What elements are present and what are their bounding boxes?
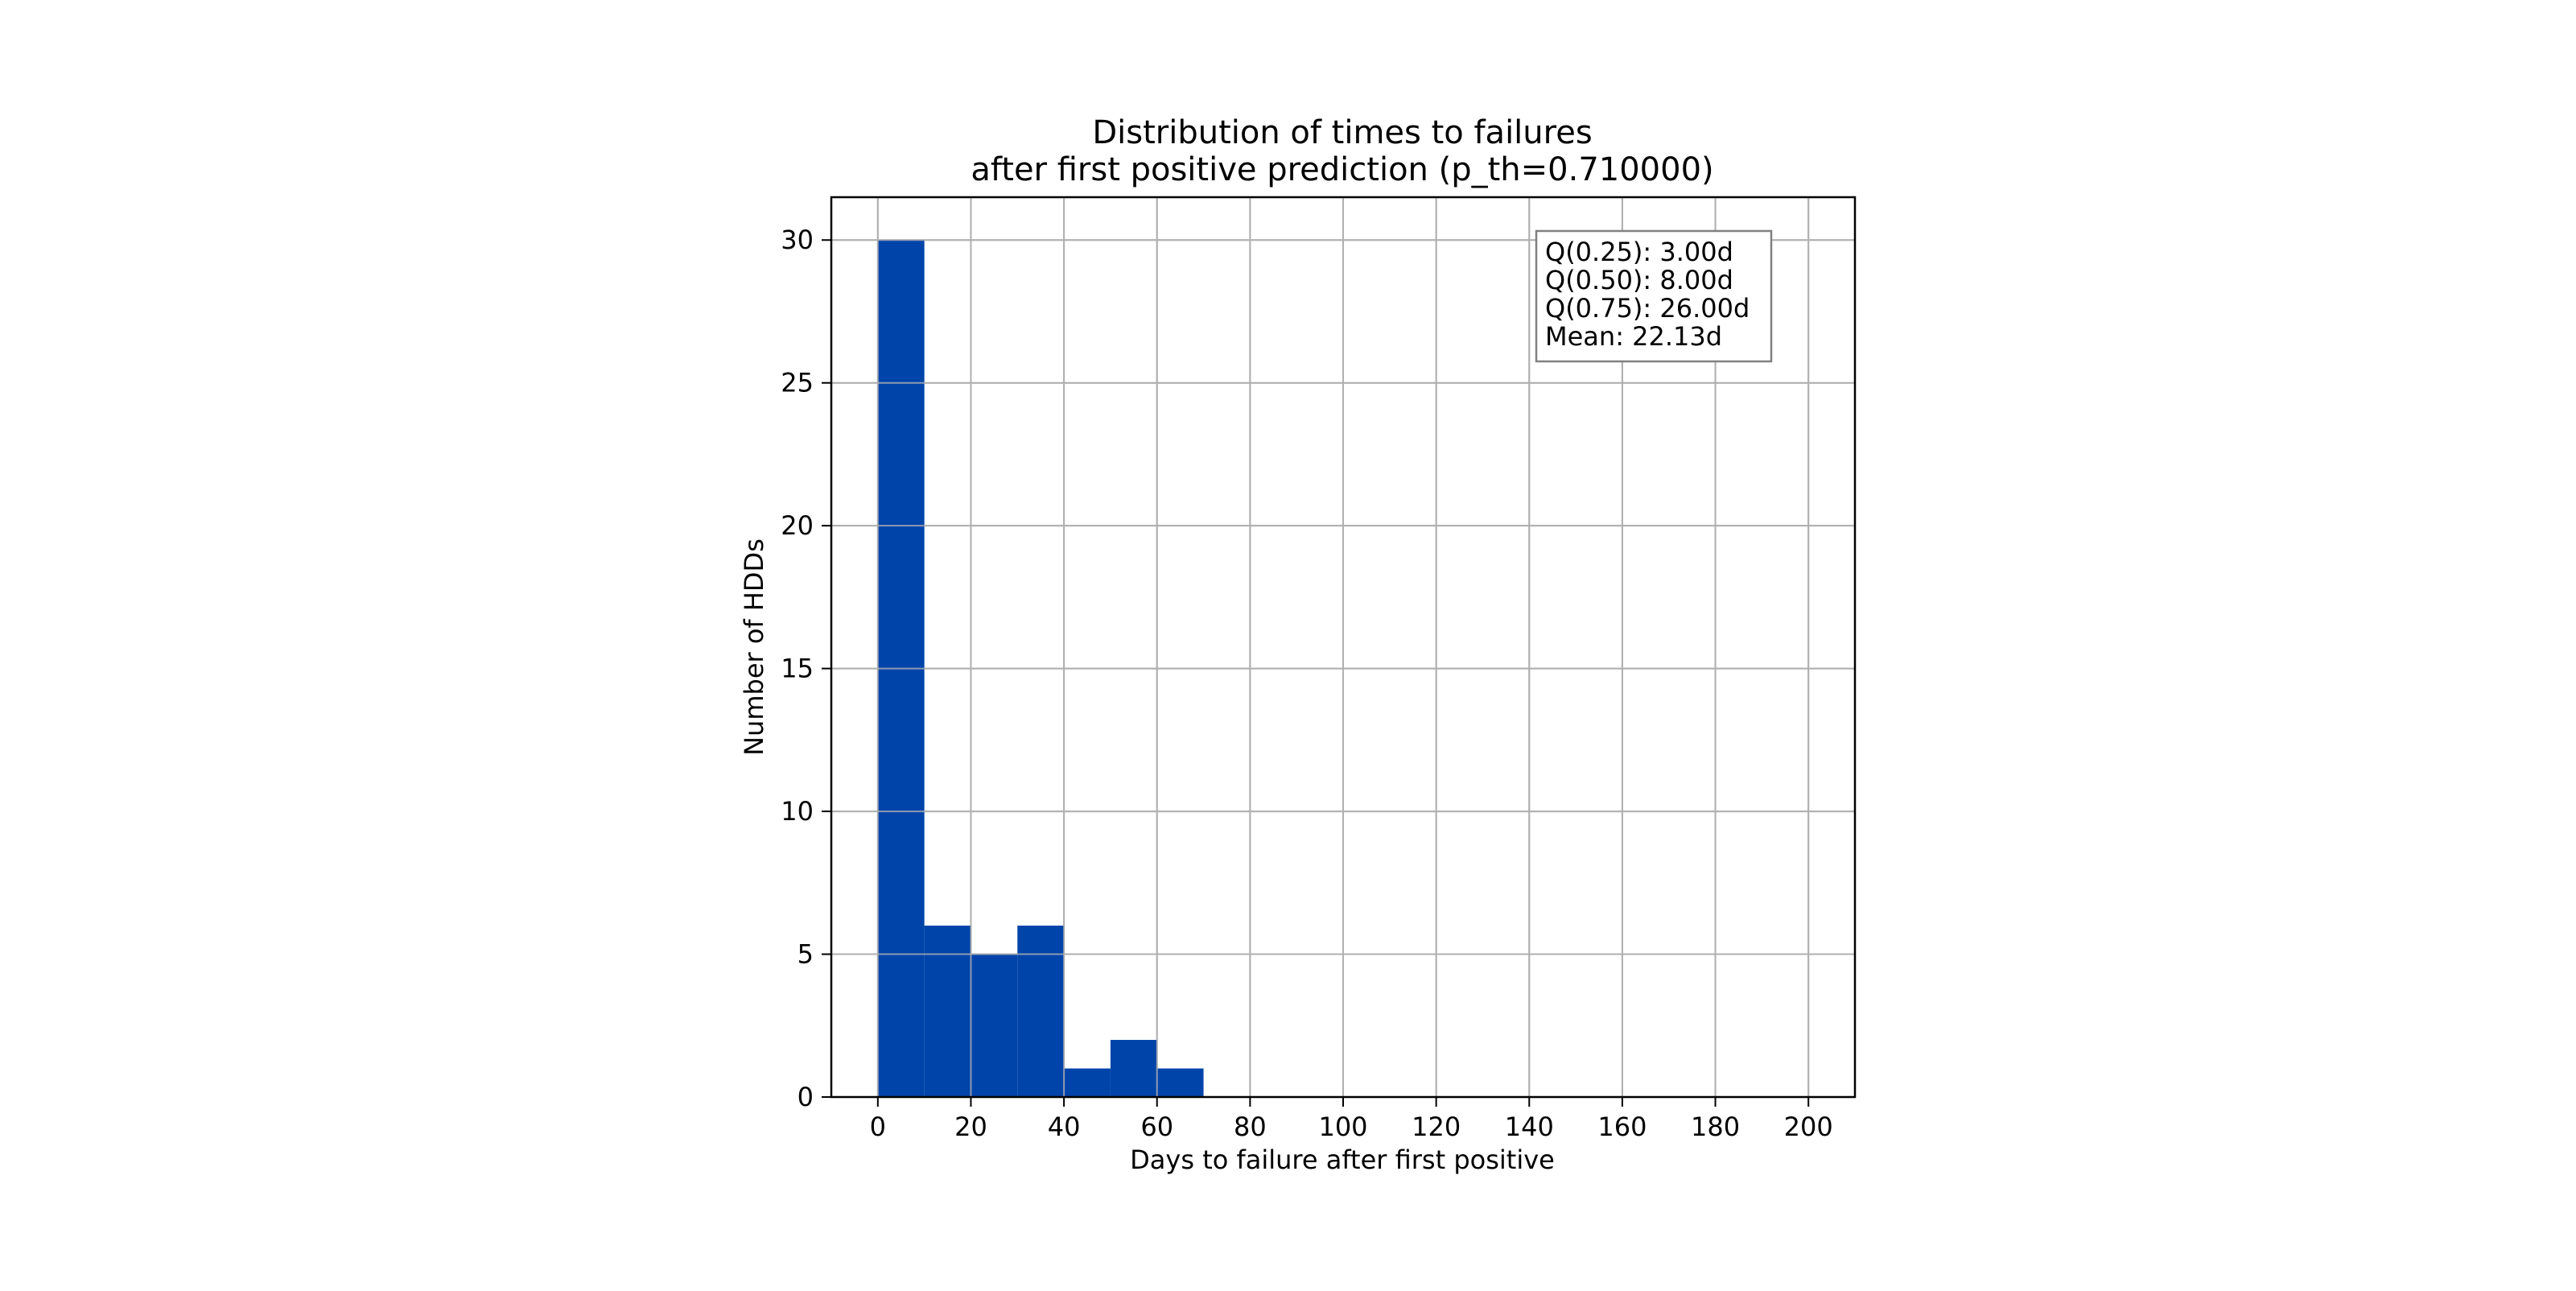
stats-q75: Q(0.75): 26.00d: [1545, 293, 1750, 324]
histogram-bar: [1156, 1068, 1204, 1097]
x-axis-ticks: 0 20 40 60 80 100 120 140 160 180 200: [870, 1097, 1833, 1142]
x-tick-label: 40: [1048, 1112, 1081, 1142]
y-tick-label: 10: [781, 796, 814, 827]
x-tick-label: 160: [1597, 1112, 1647, 1142]
y-tick-label: 30: [781, 225, 814, 255]
x-tick-label: 20: [954, 1112, 987, 1142]
y-tick-label: 25: [781, 368, 814, 398]
chart-title-line-2: after first positive prediction (p_th=0.…: [971, 151, 1713, 188]
y-axis-label: Number of HDDs: [739, 538, 769, 756]
x-tick-label: 200: [1784, 1112, 1833, 1142]
histogram-bar: [971, 954, 1018, 1097]
x-tick-label: 140: [1505, 1112, 1554, 1142]
y-tick-label: 20: [781, 510, 814, 541]
stats-q50: Q(0.50): 8.00d: [1545, 265, 1733, 295]
x-axis-label: Days to failure after first positive: [1130, 1145, 1555, 1175]
x-tick-label: 120: [1412, 1112, 1461, 1142]
x-tick-label: 60: [1140, 1112, 1173, 1142]
histogram-bar: [1110, 1040, 1157, 1097]
x-tick-label: 0: [870, 1112, 886, 1142]
x-tick-label: 180: [1691, 1112, 1740, 1142]
stats-box: Q(0.25): 3.00d Q(0.50): 8.00d Q(0.75): 2…: [1535, 229, 1773, 363]
stats-box-frame: [1535, 229, 1773, 363]
y-tick-label: 15: [781, 654, 814, 684]
histogram-bar: [1064, 1068, 1111, 1097]
stats-q25: Q(0.25): 3.00d: [1545, 237, 1733, 267]
histogram-bar: [1017, 926, 1065, 1097]
histogram-bars: [831, 197, 1855, 1098]
histogram-bar: [924, 926, 971, 1097]
x-tick-label: 100: [1318, 1112, 1367, 1142]
x-tick-label: 80: [1234, 1112, 1267, 1142]
y-tick-label: 5: [798, 939, 814, 970]
chart-title-line-1: Distribution of times to failures: [1092, 114, 1592, 151]
y-axis-ticks: 0 5 10 15 20 25 30: [781, 225, 831, 1112]
y-tick-label: 0: [798, 1082, 814, 1112]
stats-mean: Mean: 22.13d: [1545, 321, 1722, 352]
chart-title: Distribution of times to failures after …: [971, 114, 1713, 188]
